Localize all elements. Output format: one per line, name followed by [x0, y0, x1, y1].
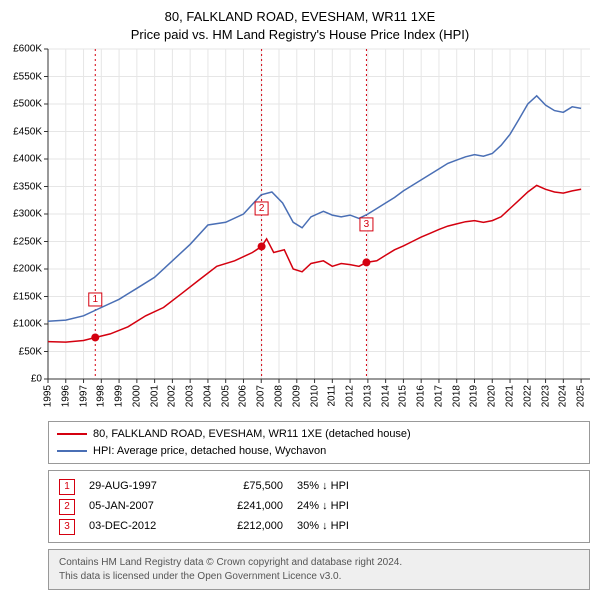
- y-tick-label: £450K: [13, 126, 42, 137]
- x-tick-label: 2008: [274, 385, 285, 407]
- x-tick-label: 2025: [576, 385, 587, 407]
- y-tick-label: £400K: [13, 154, 42, 165]
- x-tick-label: 2024: [558, 385, 569, 407]
- chart-title: 80, FALKLAND ROAD, EVESHAM, WR11 1XE Pri…: [0, 0, 600, 43]
- title-line-1: 80, FALKLAND ROAD, EVESHAM, WR11 1XE: [0, 8, 600, 26]
- transaction-date: 05-JAN-2007: [89, 497, 189, 517]
- x-tick-label: 1998: [96, 385, 107, 407]
- transaction-number-badge: 3: [59, 519, 75, 535]
- title-line-2: Price paid vs. HM Land Registry's House …: [0, 26, 600, 44]
- x-axis-labels: 1995199619971998199920002001200220032004…: [48, 385, 590, 425]
- y-tick-label: £600K: [13, 44, 42, 55]
- y-tick-label: £250K: [13, 236, 42, 247]
- transaction-row: 2 05-JAN-2007 £241,000 24% ↓ HPI: [59, 497, 579, 517]
- footer-line-2: This data is licensed under the Open Gov…: [59, 570, 579, 584]
- plot-area: £0£50K£100K£150K£200K£250K£300K£350K£400…: [48, 49, 590, 379]
- transaction-price: £212,000: [203, 517, 283, 537]
- transaction-number-badge: 1: [59, 479, 75, 495]
- svg-text:2: 2: [259, 203, 265, 214]
- svg-text:1: 1: [92, 294, 98, 305]
- x-tick-label: 2002: [167, 385, 178, 407]
- transaction-date: 29-AUG-1997: [89, 477, 189, 497]
- x-tick-label: 2007: [256, 385, 267, 407]
- x-tick-label: 2023: [540, 385, 551, 407]
- y-tick-label: £550K: [13, 71, 42, 82]
- y-tick-label: £50K: [19, 346, 42, 357]
- x-tick-label: 2003: [185, 385, 196, 407]
- x-tick-label: 2017: [433, 385, 444, 407]
- x-tick-label: 2004: [202, 385, 213, 407]
- chart-container: 80, FALKLAND ROAD, EVESHAM, WR11 1XE Pri…: [0, 0, 600, 590]
- transaction-date: 03-DEC-2012: [89, 517, 189, 537]
- y-axis-labels: £0£50K£100K£150K£200K£250K£300K£350K£400…: [0, 49, 44, 379]
- x-tick-label: 2011: [327, 385, 338, 407]
- transaction-price: £75,500: [203, 477, 283, 497]
- legend-swatch: [57, 450, 87, 452]
- x-tick-label: 2019: [469, 385, 480, 407]
- legend-item: 80, FALKLAND ROAD, EVESHAM, WR11 1XE (de…: [57, 426, 581, 443]
- legend: 80, FALKLAND ROAD, EVESHAM, WR11 1XE (de…: [48, 421, 590, 464]
- transaction-price: £241,000: [203, 497, 283, 517]
- transaction-vs-hpi: 24% ↓ HPI: [297, 497, 397, 517]
- transactions-table: 1 29-AUG-1997 £75,500 35% ↓ HPI 2 05-JAN-2007…: [48, 470, 590, 543]
- transaction-vs-hpi: 30% ↓ HPI: [297, 517, 397, 537]
- x-tick-label: 1995: [43, 385, 54, 407]
- x-tick-label: 2001: [149, 385, 160, 407]
- transaction-vs-hpi: 35% ↓ HPI: [297, 477, 397, 497]
- x-tick-label: 2000: [131, 385, 142, 407]
- x-tick-label: 1999: [114, 385, 125, 407]
- y-tick-label: £300K: [13, 209, 42, 220]
- y-tick-label: £350K: [13, 181, 42, 192]
- y-tick-label: £0: [31, 374, 42, 385]
- x-tick-label: 2020: [487, 385, 498, 407]
- legend-swatch: [57, 433, 87, 435]
- legend-label: HPI: Average price, detached house, Wych…: [93, 443, 326, 460]
- attribution-footer: Contains HM Land Registry data © Crown c…: [48, 549, 590, 590]
- transaction-number-badge: 2: [59, 499, 75, 515]
- x-tick-label: 2018: [451, 385, 462, 407]
- legend-item: HPI: Average price, detached house, Wych…: [57, 443, 581, 460]
- footer-line-1: Contains HM Land Registry data © Crown c…: [59, 556, 579, 570]
- y-tick-label: £500K: [13, 99, 42, 110]
- x-tick-label: 2010: [309, 385, 320, 407]
- x-tick-label: 2022: [522, 385, 533, 407]
- x-tick-label: 2016: [416, 385, 427, 407]
- svg-text:3: 3: [364, 219, 370, 230]
- x-tick-label: 1997: [78, 385, 89, 407]
- x-tick-label: 2015: [398, 385, 409, 407]
- legend-label: 80, FALKLAND ROAD, EVESHAM, WR11 1XE (de…: [93, 426, 411, 443]
- y-tick-label: £150K: [13, 291, 42, 302]
- transaction-row: 3 03-DEC-2012 £212,000 30% ↓ HPI: [59, 517, 579, 537]
- x-tick-label: 2012: [345, 385, 356, 407]
- y-tick-label: £100K: [13, 319, 42, 330]
- x-tick-label: 2013: [362, 385, 373, 407]
- x-tick-label: 2014: [380, 385, 391, 407]
- chart-svg: 1 2 3: [48, 49, 590, 379]
- x-tick-label: 2009: [291, 385, 302, 407]
- x-tick-label: 2021: [505, 385, 516, 407]
- x-tick-label: 2005: [220, 385, 231, 407]
- transaction-row: 1 29-AUG-1997 £75,500 35% ↓ HPI: [59, 477, 579, 497]
- y-tick-label: £200K: [13, 264, 42, 275]
- x-tick-label: 2006: [238, 385, 249, 407]
- x-tick-label: 1996: [60, 385, 71, 407]
